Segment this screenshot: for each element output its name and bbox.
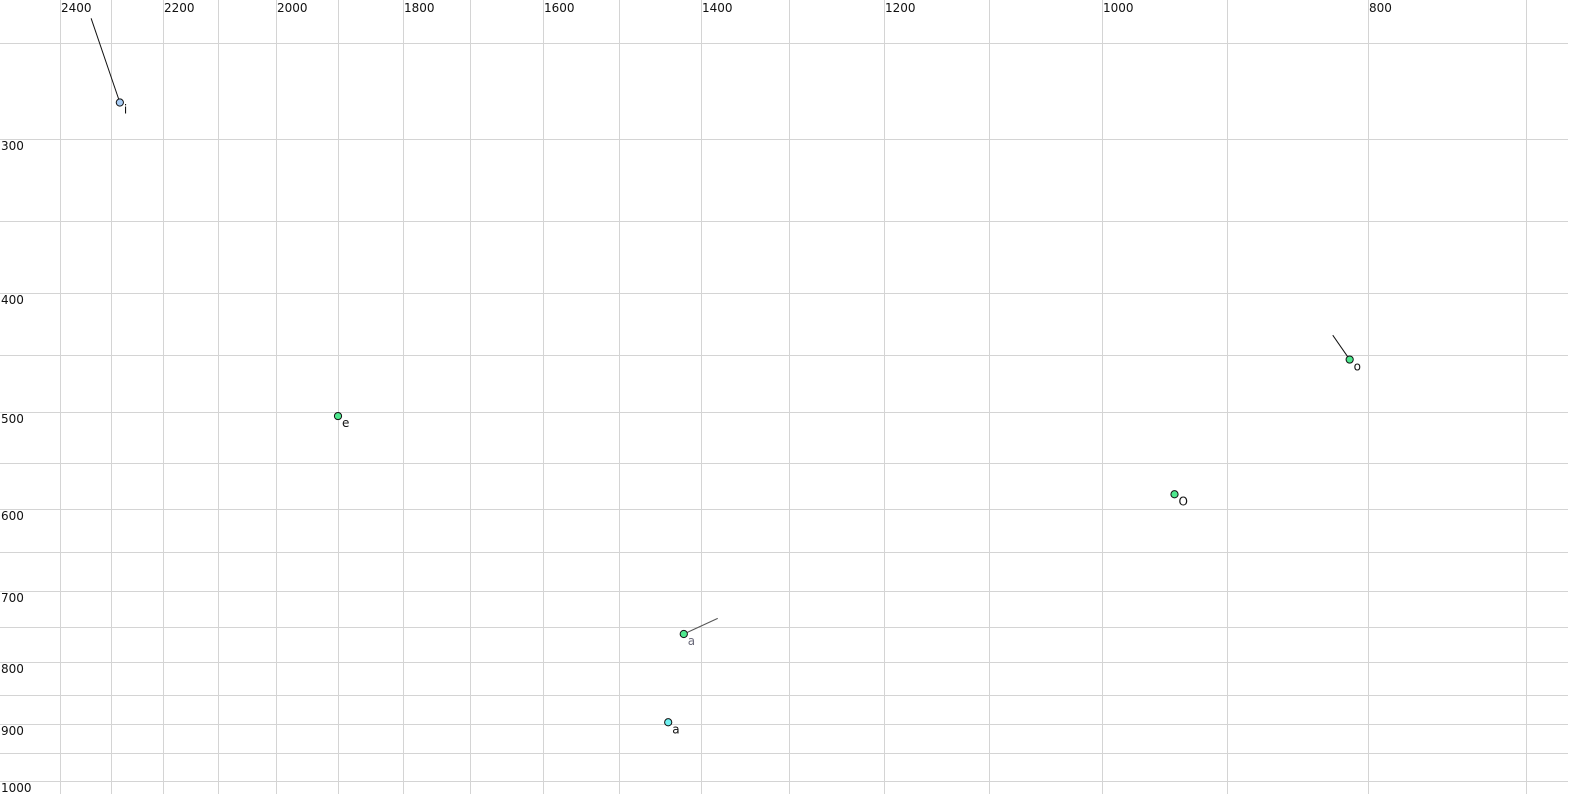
y-tick-label: 700 <box>1 591 24 605</box>
trajectory-line <box>90 18 121 103</box>
point-label: e <box>342 416 349 430</box>
y-tick-label: 1000 <box>1 781 32 795</box>
x-tick-label: 2200 <box>164 1 195 15</box>
data-points: i e a a Oo <box>90 18 1361 736</box>
y-tick-label: 500 <box>1 412 24 426</box>
vowel-point-O: O <box>1170 490 1188 508</box>
data-point <box>115 98 124 107</box>
y-tick-label: 900 <box>1 724 24 738</box>
vowel-point-o: o <box>1332 334 1361 374</box>
x-tick-label: 2400 <box>61 1 92 15</box>
vowel-point-i: i <box>90 18 127 117</box>
point-label: a <box>688 634 695 648</box>
tick-labels: 2400 2200 2000 1800 1600 1400 1200 1000 800 300 40… <box>1 1 1392 795</box>
x-tick-label: 1600 <box>544 1 575 15</box>
trajectory-line <box>683 617 718 635</box>
vowel-point-a: a <box>679 617 718 648</box>
vowel-point-a: a <box>664 718 680 736</box>
data-point <box>664 718 673 727</box>
data-point <box>333 411 343 421</box>
data-point <box>679 629 688 639</box>
point-label: o <box>1354 360 1361 374</box>
point-label: O <box>1179 494 1188 508</box>
y-tick-label: 300 <box>1 139 24 153</box>
y-tick-label: 600 <box>1 509 24 523</box>
x-tick-label: 800 <box>1369 1 1392 15</box>
x-tick-label: 1800 <box>404 1 435 15</box>
data-point <box>1170 490 1179 499</box>
point-label: i <box>124 103 127 117</box>
vowel-point-e: e <box>333 411 349 430</box>
x-tick-label: 1400 <box>702 1 733 15</box>
x-tick-label: 2000 <box>277 1 308 15</box>
y-tick-label: 400 <box>1 293 24 307</box>
x-tick-label: 1000 <box>1103 1 1134 15</box>
x-tick-label: 1200 <box>885 1 916 15</box>
y-tick-label: 800 <box>1 662 24 676</box>
trajectory-line <box>1332 334 1351 360</box>
data-point <box>1345 355 1354 364</box>
point-label: a <box>672 722 679 736</box>
